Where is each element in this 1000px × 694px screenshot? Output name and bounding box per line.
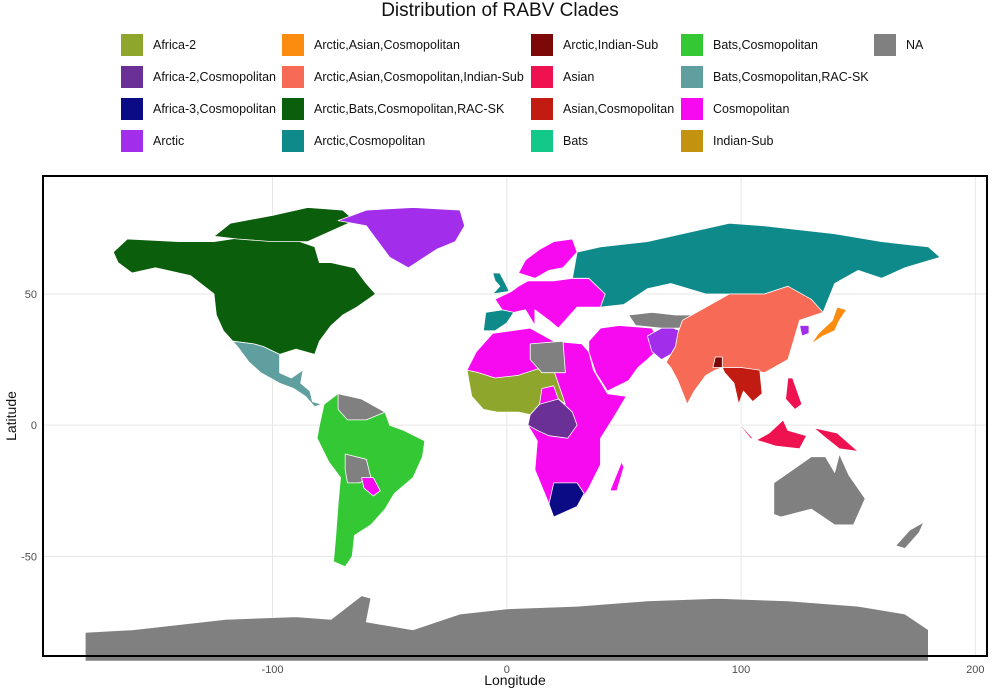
- x-tick-label: 200: [966, 664, 984, 676]
- legend-item: Arctic,Bats,Cosmopolitan,RAC-SK: [282, 98, 504, 120]
- legend-label: Arctic,Asian,Cosmopolitan: [314, 38, 460, 52]
- legend-label: Africa-2,Cosmopolitan: [153, 70, 276, 84]
- legend-swatch: [121, 66, 143, 88]
- legend-label: Arctic: [153, 134, 185, 148]
- legend-swatch: [681, 34, 703, 56]
- legend-item: Africa-3,Cosmopolitan: [121, 98, 276, 120]
- legend-swatch: [681, 98, 703, 120]
- region-scandinavia: [518, 238, 578, 279]
- legend-swatch: [282, 98, 304, 120]
- x-tick-label: 0: [504, 664, 510, 676]
- region-central-africa: [527, 398, 578, 439]
- region-japan: [810, 306, 847, 345]
- legend-item: Arctic,Indian-Sub: [531, 34, 658, 56]
- legend-swatch: [282, 130, 304, 152]
- map-regions: [84, 207, 941, 662]
- legend-swatch: [121, 98, 143, 120]
- region-china-india: [665, 285, 824, 405]
- legend-item: Asian,Cosmopolitan: [531, 98, 674, 120]
- y-tick-label: -50: [21, 551, 37, 563]
- region-uk: [492, 272, 510, 295]
- legend-swatch: [531, 98, 553, 120]
- region-bangladesh: [712, 356, 723, 368]
- panel-border: [42, 175, 988, 657]
- legend-label: Arctic,Asian,Cosmopolitan,Indian-Sub: [314, 70, 524, 84]
- legend-label: NA: [906, 38, 924, 52]
- legend-item: Arctic: [121, 130, 184, 152]
- region-middle-east: [588, 325, 662, 392]
- legend-item: Bats,Cosmopolitan,RAC-SK: [681, 66, 869, 88]
- legend-swatch: [531, 66, 553, 88]
- legend-swatch: [282, 66, 304, 88]
- region-mexico-central-america: [232, 340, 323, 408]
- legend-item: Africa-2,Cosmopolitan: [121, 66, 276, 88]
- legend-label: Asian,Cosmopolitan: [563, 102, 675, 116]
- region-madagascar: [609, 461, 625, 492]
- legend-item: Indian-Sub: [681, 130, 773, 152]
- region-bolivia: [344, 453, 372, 484]
- legend-swatch: [282, 34, 304, 56]
- region-indonesia: [728, 411, 807, 450]
- legend-swatch: [874, 34, 896, 56]
- legend-label: Arctic,Cosmopolitan: [314, 134, 426, 148]
- legend-item: Bats: [531, 130, 588, 152]
- region-new-zealand: [895, 521, 925, 549]
- region-mainland-southeast-asia: [721, 367, 763, 405]
- legend-label: Indian-Sub: [713, 134, 774, 148]
- region-antarctica: [84, 595, 929, 662]
- legend-label: Arctic,Bats,Cosmopolitan,RAC-SK: [314, 102, 505, 116]
- legend-label: Africa-3,Cosmopolitan: [153, 102, 276, 116]
- region-new-guinea: [813, 427, 859, 452]
- region-russia: [572, 222, 941, 313]
- x-tick-label: 100: [732, 664, 750, 676]
- region-venezuela-guiana: [337, 393, 386, 421]
- region-north-america: [112, 235, 377, 355]
- legend-item: Arctic,Asian,Cosmopolitan: [282, 34, 460, 56]
- region-southern-africa: [548, 482, 585, 518]
- legend-swatch: [121, 130, 143, 152]
- region-korea: [799, 325, 810, 337]
- region-canadian-arctic-islands: [213, 207, 355, 243]
- region-libya-egypt: [529, 340, 566, 374]
- legend-item: Bats,Cosmopolitan: [681, 34, 818, 56]
- tick-labels: -100 0 100 200 50 0 -50: [21, 289, 984, 676]
- region-west-africa: [466, 367, 566, 416]
- x-axis-title: Longitude: [484, 672, 546, 688]
- legend-label: Bats: [563, 134, 589, 148]
- legend-label: Bats,Cosmopolitan,RAC-SK: [713, 70, 869, 84]
- region-greenland: [337, 207, 466, 269]
- legend-swatch: [681, 130, 703, 152]
- legend-swatch: [531, 34, 553, 56]
- legend-item: Arctic,Asian,Cosmopolitan,Indian-Sub: [282, 66, 524, 88]
- y-axis-title: Latitude: [3, 391, 19, 441]
- legend-label: Bats,Cosmopolitan: [713, 38, 818, 52]
- legend-label: Arctic,Indian-Sub: [563, 38, 659, 52]
- chart-title: Distribution of RABV Clades: [381, 0, 619, 21]
- x-tick-label: -100: [262, 664, 284, 676]
- region-iberia-west: [482, 309, 515, 332]
- region-australia: [773, 453, 866, 526]
- legend-item: Africa-2: [121, 34, 196, 56]
- legend-label: Cosmopolitan: [713, 102, 790, 116]
- legend-swatch: [531, 130, 553, 152]
- region-philippines: [785, 377, 803, 410]
- legend-item: Cosmopolitan: [681, 98, 789, 120]
- y-tick-label: 0: [31, 420, 37, 432]
- region-paraguay: [361, 477, 381, 497]
- legend-item: Asian: [531, 66, 594, 88]
- legend-swatch: [121, 34, 143, 56]
- legend-label: Africa-2: [153, 38, 197, 52]
- legend-swatch: [681, 66, 703, 88]
- legend-label: Asian: [563, 70, 595, 84]
- legend-item: Arctic,Cosmopolitan: [282, 130, 425, 152]
- y-tick-label: 50: [25, 289, 37, 301]
- legend-item: NA: [874, 34, 923, 56]
